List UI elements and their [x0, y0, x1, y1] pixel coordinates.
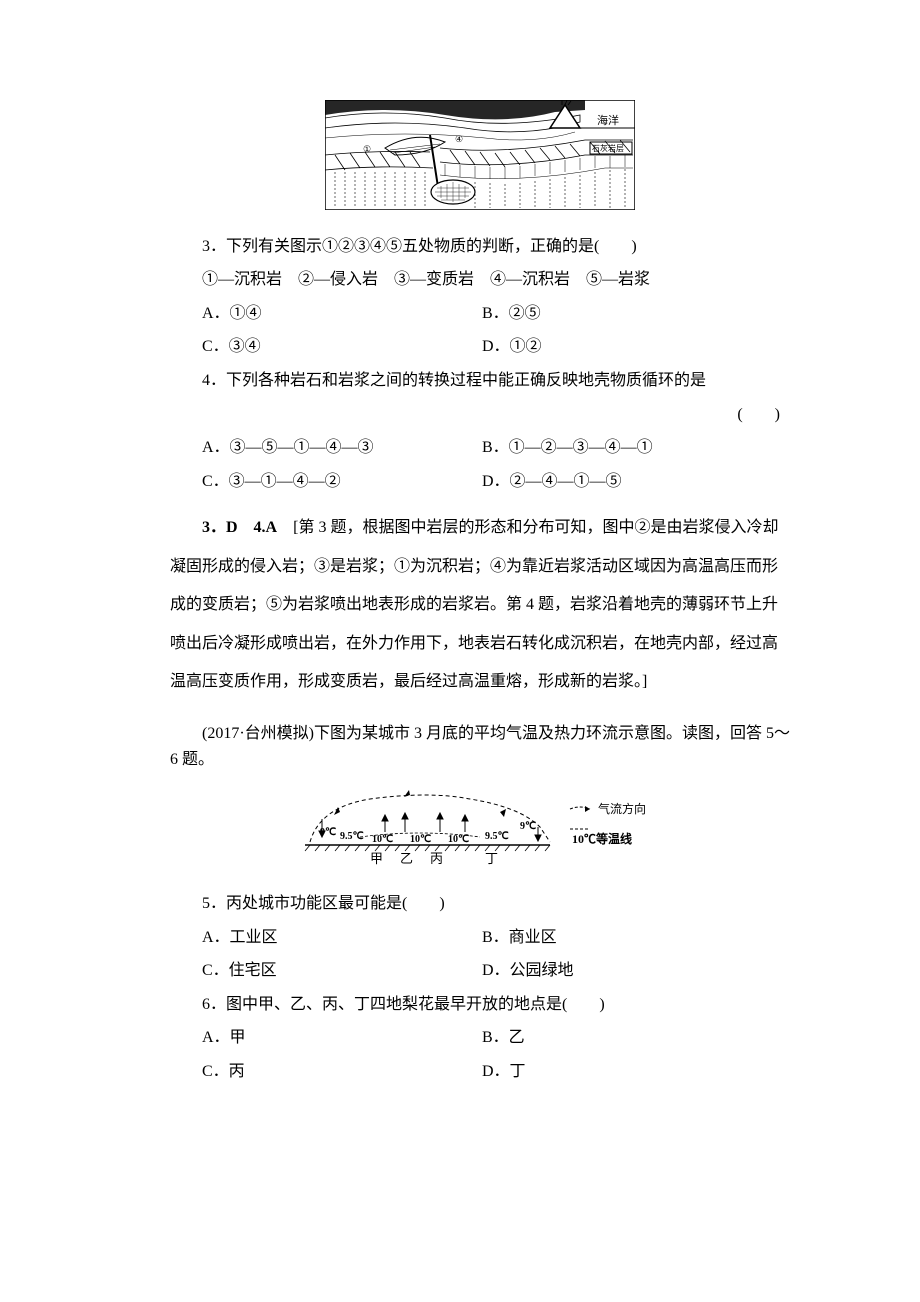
circle-4-label: ④ [455, 134, 463, 144]
q3-stem: 3．下列有关图示①②③④⑤五处物质的判断，正确的是( ) [170, 234, 790, 260]
q6-option-c: C．丙 [170, 1059, 450, 1085]
q3-legend: ①—沉积岩 ②—侵入岩 ③—变质岩 ④—沉积岩 ⑤—岩浆 [170, 267, 790, 293]
ocean-label: 海洋 [597, 113, 619, 127]
temp-2: 9.5℃ [340, 831, 364, 842]
intro-56: (2017·台州模拟)下图为某城市 3 月底的平均气温及热力环流示意图。读图，回… [170, 721, 790, 772]
temp-7: 9℃ [520, 821, 536, 832]
temp-4: 10℃ [410, 834, 431, 845]
loc-jia: 甲 [370, 851, 383, 866]
q6-option-a: A．甲 [170, 1025, 450, 1051]
q3-option-a: A．①④ [170, 301, 450, 327]
q3-option-d: D．①② [450, 334, 790, 360]
q4-option-c: C．③—①—④—② [170, 469, 450, 495]
geology-diagram: ① ② ③ ④ ⑤ 海洋 石灰岩层 [170, 100, 790, 219]
q6-option-b: B．乙 [450, 1025, 790, 1051]
thermal-circulation-diagram: 9℃ 9.5℃ 10℃ 10℃ 10℃ 9.5℃ 9℃ [170, 787, 790, 876]
loc-bing: 丙 [430, 851, 443, 866]
q5-stem: 5．丙处城市功能区最可能是( ) [170, 891, 790, 917]
q5-option-d: D．公园绿地 [450, 958, 790, 984]
q3-option-c: C．③④ [170, 334, 450, 360]
q4-option-b: B．①—②—③—④—① [450, 435, 790, 461]
q4-option-a: A．③—⑤—①—④—③ [170, 435, 450, 461]
loc-ding: 丁 [485, 851, 498, 866]
q4-stem: 4．下列各种岩石和岩浆之间的转换过程中能正确反映地壳物质循环的是 [170, 368, 790, 394]
q3-option-b: B．②⑤ [450, 301, 790, 327]
temp-3: 10℃ [372, 834, 393, 845]
q6-option-d: D．丁 [450, 1059, 790, 1085]
answer-34-body: [第 3 题，根据图中岩层的形态和分布可知，图中②是由岩浆侵入冷却凝固形成的侵入… [170, 519, 778, 690]
answer-34-prefix: 3．D 4.A [202, 519, 277, 536]
q5-option-c: C．住宅区 [170, 958, 450, 984]
legend-flow: 气流方向 [598, 801, 646, 816]
answer-34: 3．D 4.A [第 3 题，根据图中岩层的形态和分布可知，图中②是由岩浆侵入冷… [170, 509, 790, 701]
q4-option-d: D．②—④—①—⑤ [450, 469, 790, 495]
q5-option-a: A．工业区 [170, 925, 450, 951]
q5-option-b: B．商业区 [450, 925, 790, 951]
q6-stem: 6．图中甲、乙、丙、丁四地梨花最早开放的地点是( ) [170, 992, 790, 1018]
loc-yi: 乙 [400, 851, 413, 866]
legend-isotherm: 10℃等温线 [572, 831, 632, 846]
q4-paren: ( ) [170, 402, 790, 428]
temp-6: 9.5℃ [485, 831, 509, 842]
